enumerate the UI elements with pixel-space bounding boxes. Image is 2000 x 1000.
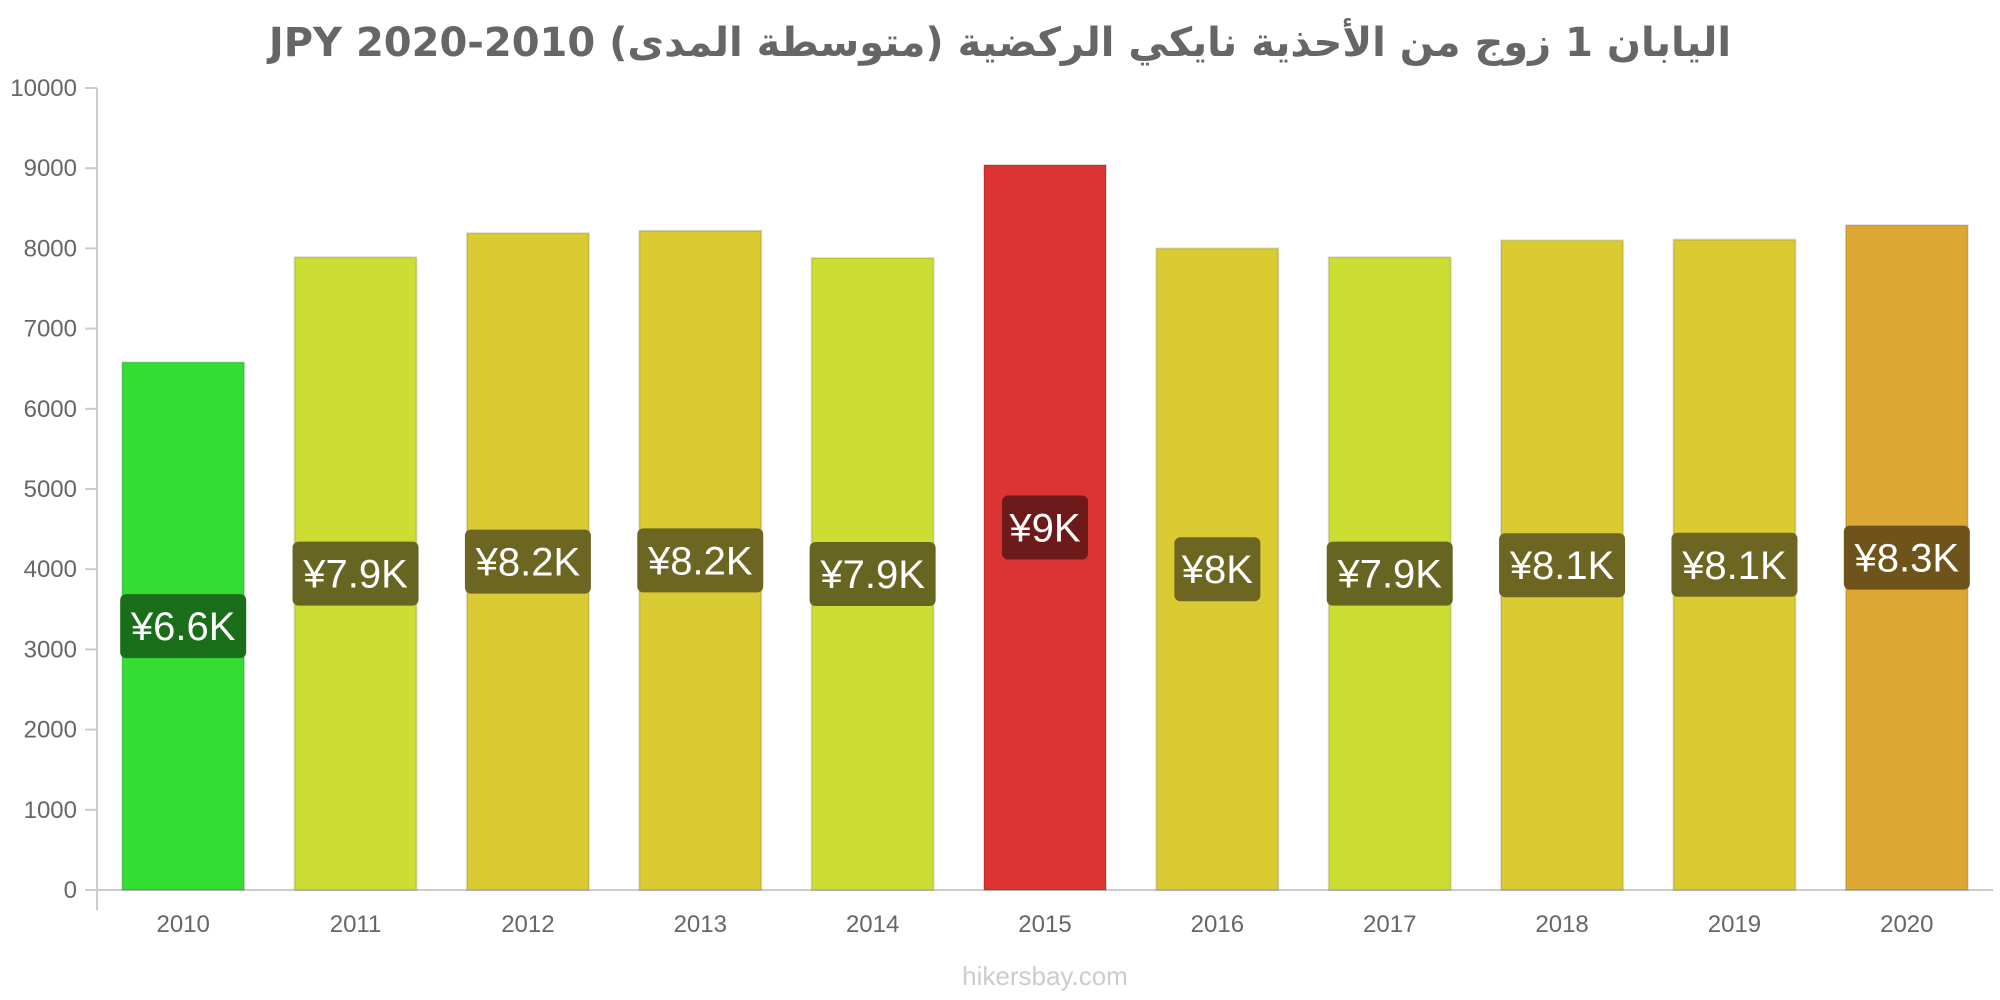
chart-title: اليابان 1 زوج من الأحذية نايكي الركضية (… xyxy=(266,17,1731,66)
data-label-text: ¥7.9K xyxy=(1336,553,1442,597)
data-label-box xyxy=(809,542,936,607)
data-label-box xyxy=(1174,537,1261,602)
data-label-text: ¥8.1K xyxy=(1509,544,1615,588)
data-label-box xyxy=(1671,532,1798,597)
data-label-text: ¥6.6K xyxy=(130,605,236,649)
data-label-2014: ¥7.9K xyxy=(809,542,936,607)
y-tick-label: 2000 xyxy=(24,717,77,744)
x-tick-label: 2013 xyxy=(674,911,727,938)
x-axis: 2010 2011 2012 2013 2014 2015 2016 2017 2018 2019… xyxy=(97,889,1993,938)
data-label-2015: ¥9K xyxy=(1002,495,1088,560)
data-label-text: ¥7.9K xyxy=(819,553,925,597)
data-label-text: ¥9K xyxy=(1008,506,1080,550)
y-tick-label: 4000 xyxy=(24,556,77,583)
x-tick-label: 2020 xyxy=(1880,911,1933,938)
data-label-2016: ¥8K xyxy=(1174,537,1261,602)
y-tick-label: 6000 xyxy=(24,396,77,423)
data-label-2011: ¥7.9K xyxy=(292,541,419,606)
data-label-box xyxy=(1326,541,1453,606)
watermark: hikersbay.com xyxy=(962,961,1128,991)
x-tick-label: 2019 xyxy=(1708,911,1761,938)
data-label-text: ¥8K xyxy=(1181,548,1253,592)
data-label-2010: ¥6.6K xyxy=(120,594,247,659)
x-tick-label: 2017 xyxy=(1363,911,1416,938)
x-tick-label: 2011 xyxy=(330,911,382,938)
data-label-text: ¥8.3K xyxy=(1854,537,1960,581)
data-labels: ¥6.6K ¥7.9K ¥8.2K ¥8.2K ¥7.9K ¥9K ¥8K ¥7.9K ¥8.1… xyxy=(120,495,1970,659)
data-label-2012: ¥8.2K xyxy=(464,529,591,594)
x-tick-label: 2018 xyxy=(1535,911,1588,938)
data-label-text: ¥7.9K xyxy=(302,553,408,597)
x-tick-label: 2015 xyxy=(1018,911,1071,938)
x-tick-label: 2016 xyxy=(1191,911,1244,938)
y-tick-label: 3000 xyxy=(24,636,77,663)
data-label-box xyxy=(1499,533,1626,598)
data-label-2017: ¥7.9K xyxy=(1326,541,1453,606)
data-label-2013: ¥8.2K xyxy=(637,528,764,593)
data-label-box xyxy=(1843,525,1970,590)
data-label-box xyxy=(1002,495,1088,560)
data-label-box xyxy=(120,594,247,659)
data-label-2018: ¥8.1K xyxy=(1499,533,1626,598)
data-label-box xyxy=(637,528,764,593)
y-axis: 0 1000 2000 3000 4000 5000 6000 7000 8000 9000 100… xyxy=(10,75,98,910)
data-label-text: ¥8.2K xyxy=(475,541,581,585)
y-tick-label: 9000 xyxy=(24,155,77,182)
y-tick-label: 7000 xyxy=(24,316,77,343)
data-label-text: ¥8.1K xyxy=(1681,544,1787,588)
data-label-2019: ¥8.1K xyxy=(1671,532,1798,597)
data-label-box xyxy=(464,529,591,594)
x-tick-label: 2010 xyxy=(156,911,209,938)
data-label-text: ¥8.2K xyxy=(647,539,753,583)
y-tick-label: 10000 xyxy=(10,75,77,102)
data-label-2020: ¥8.3K xyxy=(1843,525,1970,590)
y-tick-label: 5000 xyxy=(24,476,77,503)
x-tick-label: 2012 xyxy=(501,911,554,938)
data-label-box xyxy=(292,541,419,606)
x-tick-label: 2014 xyxy=(846,911,899,938)
y-tick-label: 8000 xyxy=(24,235,77,262)
y-tick-label: 0 xyxy=(64,877,77,904)
y-tick-label: 1000 xyxy=(24,797,77,824)
